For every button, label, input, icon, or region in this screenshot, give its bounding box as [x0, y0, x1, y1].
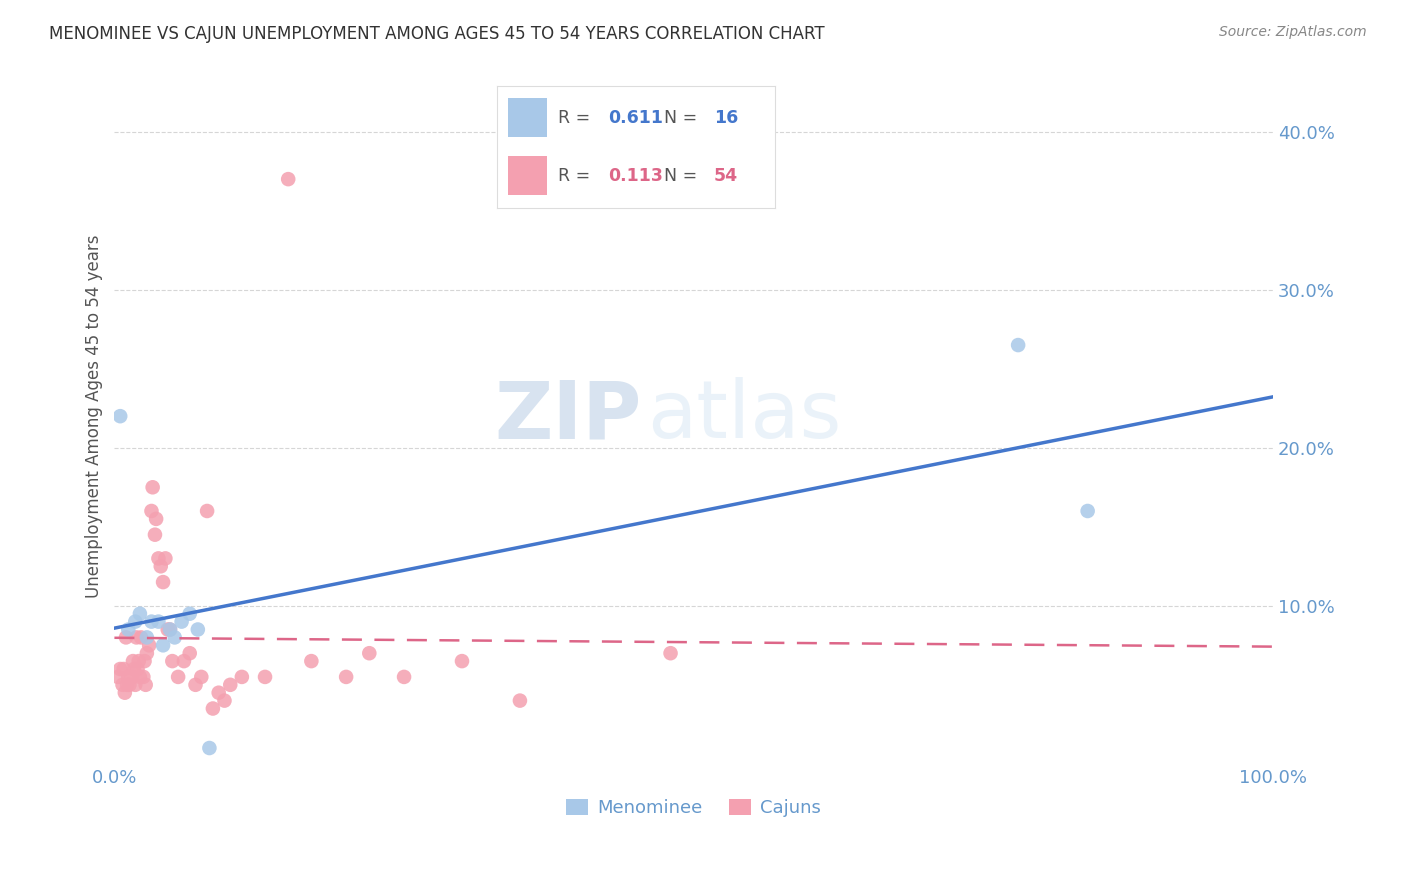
- Point: [121, 670, 143, 684]
- Point: [127, 662, 149, 676]
- Point: [135, 631, 157, 645]
- Point: [138, 638, 160, 652]
- Point: [122, 662, 145, 676]
- Text: ZIP: ZIP: [495, 377, 641, 455]
- Point: [162, 654, 184, 668]
- Point: [159, 623, 181, 637]
- Point: [201, 701, 224, 715]
- Point: [141, 615, 163, 629]
- Point: [1077, 504, 1099, 518]
- Point: [117, 623, 139, 637]
- Point: [208, 686, 231, 700]
- Point: [124, 678, 146, 692]
- Point: [659, 646, 682, 660]
- Point: [187, 623, 209, 637]
- Point: [111, 678, 134, 692]
- Point: [359, 646, 381, 660]
- Point: [117, 670, 139, 684]
- Y-axis label: Unemployment Among Ages 45 to 54 years: Unemployment Among Ages 45 to 54 years: [86, 235, 103, 598]
- Point: [253, 670, 276, 684]
- Point: [142, 480, 165, 494]
- Point: [115, 631, 138, 645]
- Point: [509, 693, 531, 707]
- Point: [135, 646, 157, 660]
- Point: [122, 654, 145, 668]
- Point: [173, 654, 195, 668]
- Point: [451, 654, 474, 668]
- Point: [392, 670, 415, 684]
- Point: [129, 670, 152, 684]
- Point: [148, 551, 170, 566]
- Point: [277, 172, 299, 186]
- Point: [118, 678, 141, 692]
- Point: [170, 615, 193, 629]
- Point: [167, 670, 190, 684]
- Point: [125, 631, 148, 645]
- Point: [190, 670, 212, 684]
- Point: [108, 409, 131, 424]
- Text: Source: ZipAtlas.com: Source: ZipAtlas.com: [1219, 25, 1367, 39]
- Point: [112, 662, 135, 676]
- Point: [107, 670, 129, 684]
- Legend: Menominee, Cajuns: Menominee, Cajuns: [560, 791, 828, 824]
- Point: [129, 607, 152, 621]
- Point: [143, 527, 166, 541]
- Point: [128, 654, 150, 668]
- Point: [115, 678, 138, 692]
- Point: [152, 638, 174, 652]
- Point: [1007, 338, 1029, 352]
- Point: [231, 670, 253, 684]
- Point: [195, 504, 218, 518]
- Point: [155, 551, 177, 566]
- Point: [134, 654, 156, 668]
- Point: [184, 678, 207, 692]
- Point: [219, 678, 242, 692]
- Point: [129, 631, 152, 645]
- Point: [148, 615, 170, 629]
- Point: [145, 512, 167, 526]
- Point: [132, 670, 155, 684]
- Text: MENOMINEE VS CAJUN UNEMPLOYMENT AMONG AGES 45 TO 54 YEARS CORRELATION CHART: MENOMINEE VS CAJUN UNEMPLOYMENT AMONG AG…: [49, 25, 825, 43]
- Point: [156, 623, 179, 637]
- Point: [198, 741, 221, 756]
- Point: [179, 646, 201, 660]
- Point: [141, 504, 163, 518]
- Point: [114, 686, 136, 700]
- Point: [159, 623, 181, 637]
- Point: [124, 615, 146, 629]
- Point: [152, 575, 174, 590]
- Point: [179, 607, 201, 621]
- Point: [335, 670, 357, 684]
- Point: [163, 631, 186, 645]
- Point: [108, 662, 131, 676]
- Point: [149, 559, 172, 574]
- Point: [299, 654, 322, 668]
- Text: atlas: atlas: [647, 377, 842, 455]
- Point: [214, 693, 236, 707]
- Point: [135, 678, 157, 692]
